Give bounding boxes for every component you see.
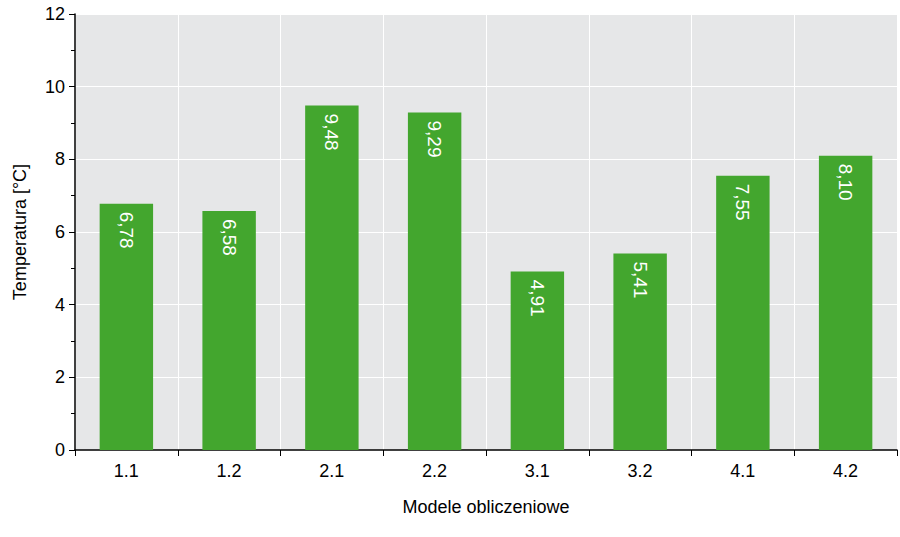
svg-text:2.1: 2.1 — [319, 461, 344, 481]
svg-text:10: 10 — [45, 77, 65, 97]
svg-text:2.2: 2.2 — [422, 461, 447, 481]
svg-text:5,41: 5,41 — [630, 261, 651, 298]
svg-text:9,29: 9,29 — [424, 120, 445, 157]
svg-text:6: 6 — [55, 222, 65, 242]
svg-text:4.2: 4.2 — [833, 461, 858, 481]
svg-text:2: 2 — [55, 367, 65, 387]
svg-text:1.2: 1.2 — [217, 461, 242, 481]
svg-text:12: 12 — [45, 4, 65, 24]
svg-text:3.1: 3.1 — [525, 461, 550, 481]
svg-text:4.1: 4.1 — [730, 461, 755, 481]
svg-text:1.1: 1.1 — [114, 461, 139, 481]
svg-text:8: 8 — [55, 149, 65, 169]
svg-text:4,91: 4,91 — [527, 280, 548, 317]
svg-text:0: 0 — [55, 440, 65, 460]
svg-text:Temperatura [°C]: Temperatura [°C] — [10, 164, 30, 300]
svg-text:7,55: 7,55 — [732, 184, 753, 221]
svg-text:3.2: 3.2 — [628, 461, 653, 481]
svg-text:4: 4 — [55, 295, 65, 315]
svg-text:8,10: 8,10 — [835, 164, 856, 201]
svg-text:Modele obliczeniowe: Modele obliczeniowe — [402, 497, 569, 517]
svg-text:6,78: 6,78 — [116, 212, 137, 249]
svg-text:6,58: 6,58 — [219, 219, 240, 256]
svg-text:9,48: 9,48 — [321, 114, 342, 151]
